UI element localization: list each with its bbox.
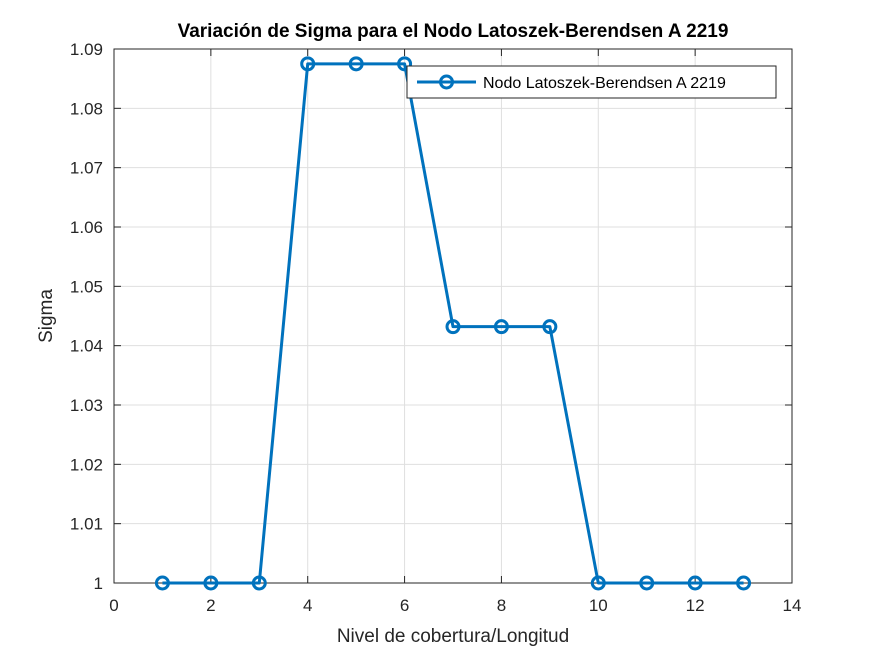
x-tick-label: 0 [109, 596, 118, 615]
y-tick-label: 1.04 [70, 337, 103, 356]
data-point-marker [300, 56, 316, 72]
data-point-marker [203, 575, 219, 591]
y-tick-label: 1.02 [70, 455, 103, 474]
data-point-marker [493, 319, 509, 335]
legend: Nodo Latoszek-Berendsen A 2219 [406, 65, 777, 99]
y-tick-label: 1.09 [70, 40, 103, 59]
data-point-marker [251, 575, 267, 591]
data-point-marker [154, 575, 170, 591]
y-tick-label: 1.03 [70, 396, 103, 415]
y-tick-label: 1.06 [70, 218, 103, 237]
chart-title: Variación de Sigma para el Nodo Latoszek… [178, 21, 729, 42]
legend-label: Nodo Latoszek-Berendsen A 2219 [483, 75, 726, 92]
axes-box [113, 48, 793, 584]
data-point-marker [542, 319, 558, 335]
tick-labels: 0 2 4 6 8 10 12 14 1 1.01 1.02 1.03 1.04 1.05 1.06 1.07… [70, 40, 802, 615]
x-tick-label: 2 [206, 596, 215, 615]
plot-area [114, 49, 792, 583]
y-tick-label: 1.07 [70, 159, 103, 178]
series-layer [154, 56, 752, 591]
data-point-marker [736, 575, 752, 591]
x-tick-label: 10 [589, 596, 608, 615]
series-line [162, 62, 744, 585]
x-tick-label: 6 [400, 596, 409, 615]
y-tick-label: 1.08 [70, 99, 103, 118]
data-point-marker [397, 56, 413, 72]
y-tick-label: 1.05 [70, 277, 103, 296]
x-tick-label: 12 [686, 596, 705, 615]
x-axis-label: Nivel de cobertura/Longitud [337, 626, 569, 647]
data-point-marker [687, 575, 703, 591]
data-point-marker [639, 575, 655, 591]
x-tick-label: 14 [783, 596, 802, 615]
y-tick-label: 1 [94, 574, 103, 593]
x-tick-label: 4 [303, 596, 312, 615]
data-point-marker [348, 56, 364, 72]
data-point-marker [445, 319, 461, 335]
legend-marker-swatch [439, 74, 454, 90]
y-axis-label: Sigma [36, 289, 57, 343]
data-point-marker [590, 575, 606, 591]
x-tick-label: 8 [497, 596, 506, 615]
y-tick-label: 1.01 [70, 515, 103, 534]
